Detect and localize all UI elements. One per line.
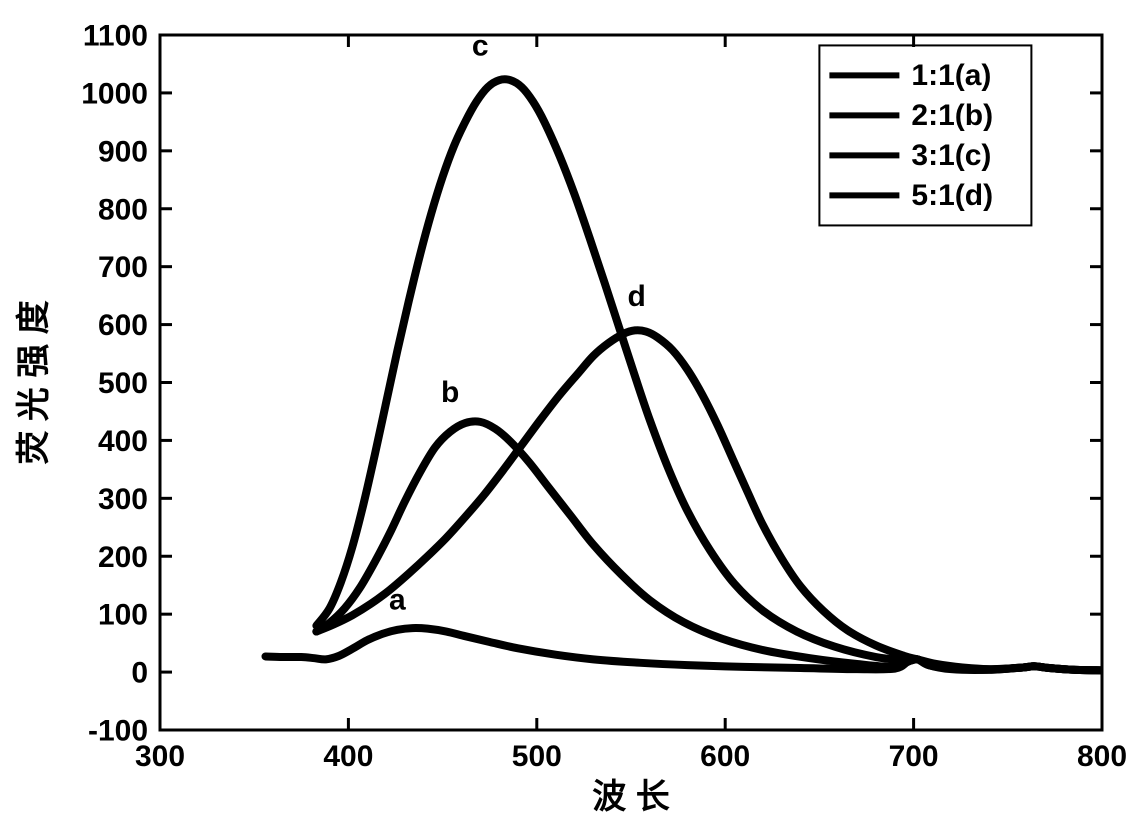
series-label-c: c	[472, 29, 489, 62]
y-tick-label: 100	[98, 599, 148, 632]
x-axis-label: 波 长	[592, 778, 669, 816]
y-tick-label: 200	[98, 541, 148, 574]
x-tick-label: 400	[323, 740, 373, 773]
chart-svg: 300400500600700800-100010020030040050060…	[0, 0, 1142, 830]
x-tick-label: 800	[1077, 740, 1127, 773]
series-a	[266, 628, 1102, 670]
y-tick-label: 600	[98, 309, 148, 342]
y-tick-label: 800	[98, 193, 148, 226]
x-tick-label: 500	[512, 740, 562, 773]
legend-label: 2:1(b)	[911, 99, 993, 132]
y-tick-label: 0	[131, 657, 148, 690]
y-tick-label: 1000	[81, 77, 148, 110]
y-tick-label: 500	[98, 367, 148, 400]
fluorescence-chart: 300400500600700800-100010020030040050060…	[0, 0, 1142, 830]
series-label-d: d	[627, 280, 645, 313]
y-tick-label: -100	[88, 715, 148, 748]
x-tick-label: 600	[700, 740, 750, 773]
series-label-b: b	[441, 376, 459, 409]
y-tick-label: 700	[98, 251, 148, 284]
series-d	[316, 330, 1102, 670]
series-label-a: a	[389, 584, 406, 617]
legend-label: 3:1(c)	[911, 139, 991, 172]
x-tick-label: 700	[889, 740, 939, 773]
y-tick-label: 300	[98, 483, 148, 516]
y-axis-label: 荧 光 强 度	[15, 300, 53, 464]
y-tick-label: 900	[98, 135, 148, 168]
y-tick-label: 1100	[83, 20, 148, 53]
legend-label: 1:1(a)	[911, 59, 991, 92]
y-tick-label: 400	[98, 425, 148, 458]
legend-label: 5:1(d)	[911, 179, 993, 212]
